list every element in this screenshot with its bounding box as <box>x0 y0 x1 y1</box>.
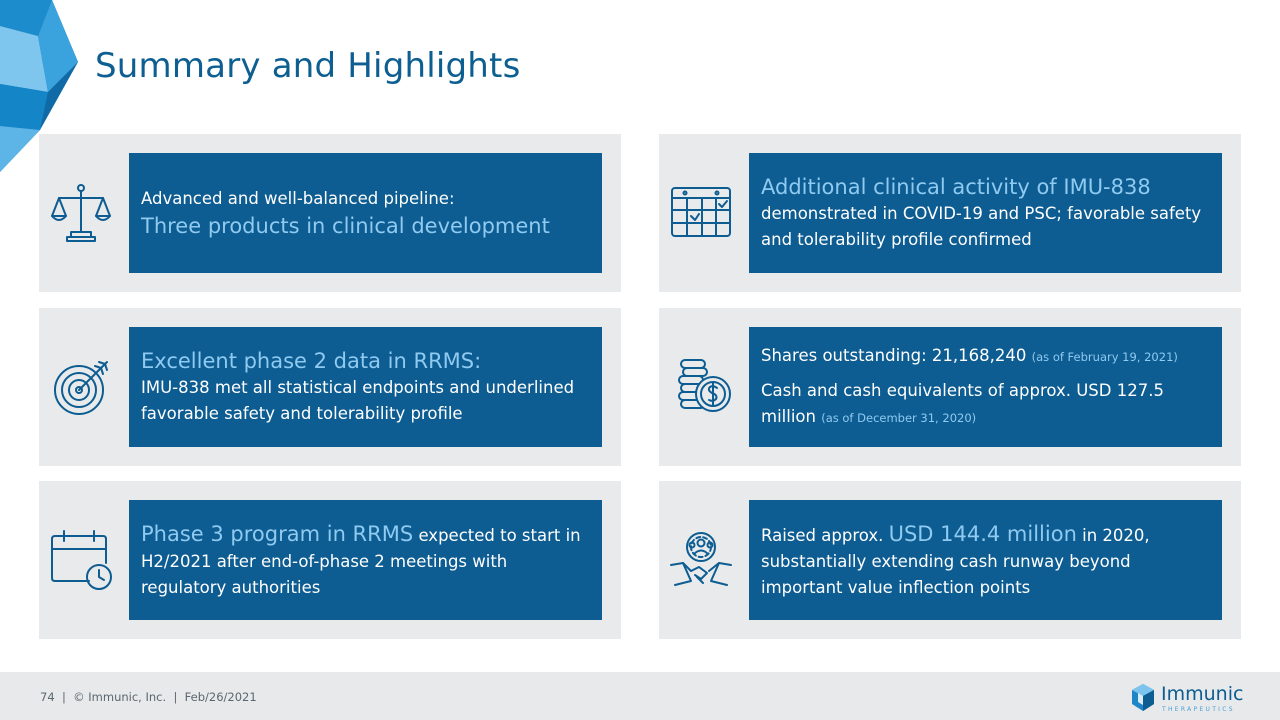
card-text-box: Excellent phase 2 data in RRMS: IMU-838 … <box>129 327 602 447</box>
cash-text: Cash and cash equivalents of approx. USD… <box>761 381 1164 426</box>
shares-note: (as of February 19, 2021) <box>1031 350 1178 364</box>
card-paragraph: Raised approx. USD 144.4 million in 2020… <box>761 520 1212 601</box>
card-text-before: Raised approx. <box>761 525 884 545</box>
calendar-clock-icon <box>51 530 112 590</box>
shares-line: Shares outstanding: 21,168,240 (as of Fe… <box>761 343 1212 370</box>
card-text-after: in 2020, substantially extending cash ru… <box>761 525 1150 597</box>
card-highlight: USD 144.4 million <box>888 521 1077 546</box>
card-text: demonstrated in COVID-19 and PSC; favora… <box>761 204 1202 249</box>
company-logo: Immunic THERAPEUTICS <box>1130 683 1245 713</box>
shares-text: Shares outstanding: 21,168,240 <box>761 346 1027 365</box>
corner-decoration <box>0 0 78 172</box>
card-highlight: Three products in clinical development <box>141 214 550 238</box>
card-highlight: Excellent phase 2 data in RRMS: <box>141 349 482 373</box>
target-icon <box>54 361 108 415</box>
highlight-card-pipeline: Advanced and well-balanced pipeline: Thr… <box>39 134 621 292</box>
card-text-box: Phase 3 program in RRMS expected to star… <box>129 500 602 620</box>
card-highlight: Additional clinical activity of IMU-838 <box>761 175 1151 199</box>
card-text-box: Raised approx. USD 144.4 million in 2020… <box>749 500 1222 620</box>
highlight-card-financials: Shares outstanding: 21,168,240 (as of Fe… <box>659 308 1241 466</box>
highlight-card-phase3: Phase 3 program in RRMS expected to star… <box>39 481 621 639</box>
card-paragraph: Phase 3 program in RRMS expected to star… <box>141 520 592 601</box>
card-highlight: Phase 3 program in RRMS <box>141 521 414 546</box>
page-title: Summary and Highlights <box>95 46 521 86</box>
card-text: expected to start in H2/2021 after end-o… <box>141 525 581 597</box>
footer: 74 | © Immunic, Inc. | Feb/26/2021 Immun… <box>0 672 1280 720</box>
card-text-box: Additional clinical activity of IMU-838 … <box>749 153 1222 273</box>
logo-subtitle: THERAPEUTICS <box>1162 706 1235 713</box>
footer-meta: 74 | © Immunic, Inc. | Feb/26/2021 <box>40 690 257 704</box>
logo-name: Immunic <box>1161 683 1244 705</box>
highlight-card-funding: Raised approx. USD 144.4 million in 2020… <box>659 481 1241 639</box>
card-text-box: Shares outstanding: 21,168,240 (as of Fe… <box>749 327 1222 447</box>
highlight-card-clinical-activity: Additional clinical activity of IMU-838 … <box>659 134 1241 292</box>
coins-dollar-icon <box>678 359 731 412</box>
cash-note: (as of December 31, 2020) <box>821 411 977 425</box>
gear-handshake-icon <box>670 532 732 586</box>
calendar-check-icon <box>671 187 731 237</box>
logo-mark-icon <box>1132 684 1154 711</box>
scales-icon <box>51 184 111 242</box>
cash-line: Cash and cash equivalents of approx. USD… <box>761 378 1212 431</box>
card-line: Advanced and well-balanced pipeline: <box>141 189 455 208</box>
highlight-card-phase2: Excellent phase 2 data in RRMS: IMU-838 … <box>39 308 621 466</box>
card-text: IMU-838 met all statistical endpoints an… <box>141 378 575 423</box>
card-text-box: Advanced and well-balanced pipeline: Thr… <box>129 153 602 273</box>
